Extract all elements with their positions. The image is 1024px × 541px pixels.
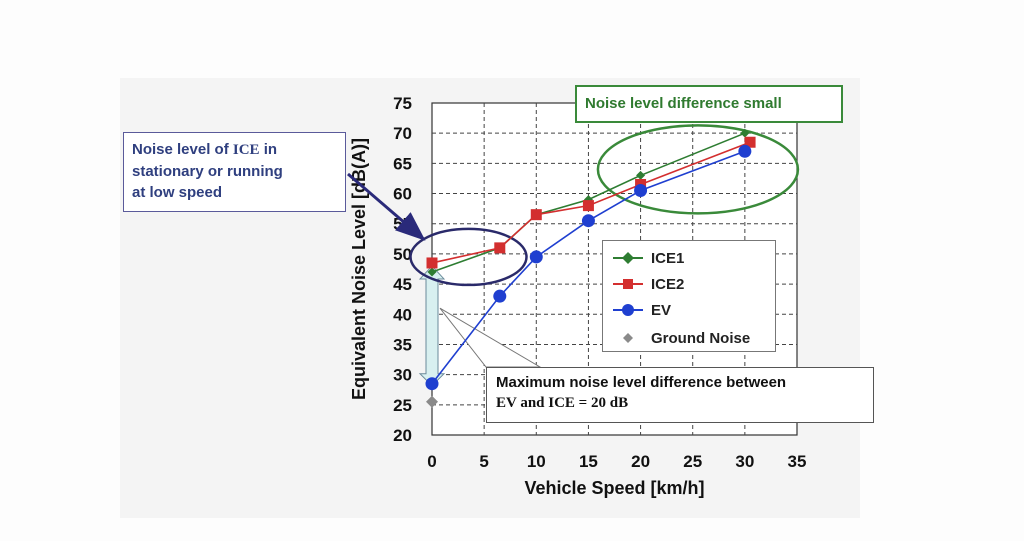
small-difference-note: Noise level difference small xyxy=(575,85,843,123)
x-tick-label: 15 xyxy=(579,452,598,471)
x-tick-label: 30 xyxy=(735,452,754,471)
y-tick-label: 40 xyxy=(393,305,412,324)
legend-item-ice2: ICE2 xyxy=(611,273,684,295)
x-tick-label: 0 xyxy=(427,452,436,471)
high-speed-ellipse xyxy=(596,124,800,215)
ice2-swatch xyxy=(611,273,645,295)
ice2-point xyxy=(426,257,438,269)
ice1-line xyxy=(431,132,746,273)
ice1-point xyxy=(636,170,646,180)
y-tick-label: 45 xyxy=(393,275,412,294)
y-axis-label: Equivalent Noise Level [dB(A)] xyxy=(349,138,369,400)
ice-note-line2: stationary or running xyxy=(132,163,283,180)
ice1-point xyxy=(427,267,437,277)
y-tick-label: 70 xyxy=(393,124,412,143)
x-tick-label: 10 xyxy=(527,452,546,471)
ice-low-speed-note: Noise level of ICE in stationary or runn… xyxy=(123,132,346,212)
max-difference-note: Maximum noise level difference between E… xyxy=(486,367,874,423)
ice2-point xyxy=(494,242,506,254)
ice2-line xyxy=(431,141,751,264)
ev-point xyxy=(581,214,595,228)
y-tick-label: 55 xyxy=(393,215,412,234)
x-axis-label: Vehicle Speed [km/h] xyxy=(524,478,704,498)
max-note-line2: EV and ICE = 20 dB xyxy=(496,395,629,411)
x-tick-label: 5 xyxy=(479,452,488,471)
ev-point xyxy=(493,289,507,303)
y-tick-label: 50 xyxy=(393,245,412,264)
y-tick-label: 60 xyxy=(393,185,412,204)
ground-noise-swatch xyxy=(611,327,645,349)
y-tick-label: 75 xyxy=(393,94,412,113)
ground-noise-point xyxy=(426,395,438,408)
legend: ICE1 ICE2 EV Ground Noise xyxy=(602,240,776,352)
ev-line xyxy=(431,150,746,385)
legend-item-ground-noise: Ground Noise xyxy=(611,327,750,349)
ice2-point xyxy=(582,200,594,212)
ev-point xyxy=(634,184,648,198)
ice-note-pointer xyxy=(347,172,426,241)
low-speed-ellipse xyxy=(409,227,528,287)
x-tick-label: 35 xyxy=(788,452,807,471)
ice2-point xyxy=(744,136,756,148)
ev-point xyxy=(529,250,543,264)
legend-item-ice1: ICE1 xyxy=(611,247,684,269)
ice-note-line3: at low speed xyxy=(132,184,223,201)
y-tick-label: 35 xyxy=(393,335,412,354)
ice1-point xyxy=(740,128,750,138)
ev-point xyxy=(425,377,439,391)
ev-point xyxy=(738,144,752,158)
y-tick-label: 20 xyxy=(393,426,412,445)
ev-swatch xyxy=(611,299,645,321)
ice1-swatch xyxy=(611,247,645,269)
y-tick-label: 30 xyxy=(393,366,412,385)
y-tick-label: 65 xyxy=(393,154,412,173)
max-note-line1: Maximum noise level difference between xyxy=(496,374,787,391)
y-tick-label: 25 xyxy=(393,396,412,415)
ice-note-line1: Noise level of ICE in xyxy=(132,141,278,158)
x-tick-label: 25 xyxy=(683,452,702,471)
ice2-point xyxy=(530,209,542,221)
legend-item-ev: EV xyxy=(611,299,671,321)
x-tick-label: 20 xyxy=(631,452,650,471)
